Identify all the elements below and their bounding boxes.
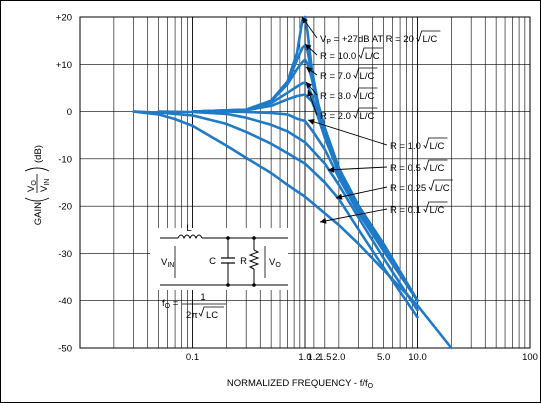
y-axis-label-paren-left (24, 197, 50, 202)
chart-tick-labels: +20 +10 0 -10 -20 -30 -40 -50 0.1 1.01.21.5 2.0 5.0… (56, 13, 538, 364)
annotation-arrowhead (306, 82, 313, 89)
annotation-arrowhead (307, 90, 313, 97)
annotation-sqrt-sign (423, 137, 448, 149)
series-line (132, 110, 453, 350)
annotation-leader-line (335, 186, 388, 199)
formula-numerator: 1 (200, 292, 205, 303)
vo-label: VO (269, 257, 281, 269)
chart-grid (79, 16, 530, 349)
x-tick-label: 1.0 (298, 352, 311, 363)
y-axis-label-unit: (dB) (33, 145, 44, 163)
annotation-label: R = 2.0 L/C (320, 111, 374, 122)
annotation-label: R = 10.0 L/C (320, 51, 380, 62)
annotation-sqrt-sign (423, 159, 448, 171)
annotation-arrowhead (308, 119, 315, 125)
x-tick-label: 1.5 (318, 352, 331, 363)
annotation-arrowhead (320, 217, 327, 224)
annotation-leader-line (307, 119, 388, 146)
annotation-leader-line (319, 208, 388, 223)
y-axis-label: GAIN VO VIN (dB) (24, 145, 51, 225)
y-axis-label-paren-right (24, 167, 50, 172)
series-line (132, 110, 419, 319)
inductor-symbol (177, 234, 203, 240)
annotation-label: VP = +27dB AT R = 20 L/C (320, 34, 437, 46)
annotation-sqrt-sign (358, 47, 383, 59)
annotation-sqrt-sign (353, 67, 378, 79)
capacitor-label: C (209, 256, 216, 267)
y-tick-label: -10 (58, 154, 72, 165)
y-tick-label: -30 (58, 249, 72, 260)
y-tick-label: +10 (56, 60, 72, 71)
annotation-arrowhead (328, 166, 335, 173)
inductor-label: L (186, 223, 191, 234)
annotation-sqrt-sign (416, 30, 441, 42)
annotation-arrowhead (336, 193, 343, 200)
y-tick-label: 0 (67, 107, 72, 118)
y-axis-label-den: VIN (39, 179, 51, 192)
annotation-arrowhead (305, 44, 312, 51)
vin-label: VIN (161, 257, 174, 269)
rlc-circuit-diagram: L C R VIN VO fO = 1 2π LC (150, 223, 288, 321)
annotation-label: R = 0.1 L/C (390, 205, 444, 216)
x-tick-label: 10.0 (408, 352, 427, 363)
annotation-label: R = 7.0 L/C (320, 71, 374, 82)
y-axis-label-num: VO (26, 180, 38, 192)
annotation-arrowhead (306, 67, 313, 73)
y-tick-label: -50 (58, 344, 72, 355)
formula-lhs: fO = (162, 298, 179, 310)
chart-annotations: VP = +27dB AT R = 20 L/C R = 10.0 L/C R = … (301, 16, 453, 224)
formula-denominator-root: LC (206, 310, 218, 321)
annotation-sqrt-sign (353, 107, 378, 119)
annotation-label: R = 0.25 L/C (390, 183, 450, 194)
formula-denominator: 2π (186, 310, 198, 321)
x-axis-label: NORMALIZED FREQUENCY - f/fO (227, 378, 374, 390)
y-tick-label: -20 (58, 202, 72, 213)
annotation-sqrt-sign (428, 179, 453, 191)
series-line (191, 110, 419, 303)
series-line (157, 110, 419, 312)
annotation-label: R = 1.0 L/C (390, 141, 444, 152)
annotation-label: R = 0.5 L/C (390, 163, 444, 174)
annotation-sqrt-sign (423, 201, 448, 213)
x-tick-label: 0.1 (186, 352, 199, 363)
annotation-leader-line (327, 166, 388, 171)
y-tick-label: +20 (56, 13, 72, 24)
x-tick-label: 1.2 (307, 352, 320, 363)
annotation-arrowhead (302, 17, 308, 24)
resistor-symbol (248, 249, 260, 270)
y-axis-label-gain: GAIN (33, 202, 44, 225)
x-tick-label: 100 (522, 352, 538, 363)
annotation-sqrt-sign (353, 87, 378, 99)
resistor-label: R (240, 256, 247, 267)
x-tick-label: 5.0 (377, 352, 390, 363)
circuit-background (150, 228, 288, 290)
x-tick-label: 2.0 (332, 352, 345, 363)
y-tick-label: -40 (58, 296, 72, 307)
annotation-label: R = 3.0 L/C (320, 91, 374, 102)
formula-sqrt-sign (198, 306, 224, 317)
